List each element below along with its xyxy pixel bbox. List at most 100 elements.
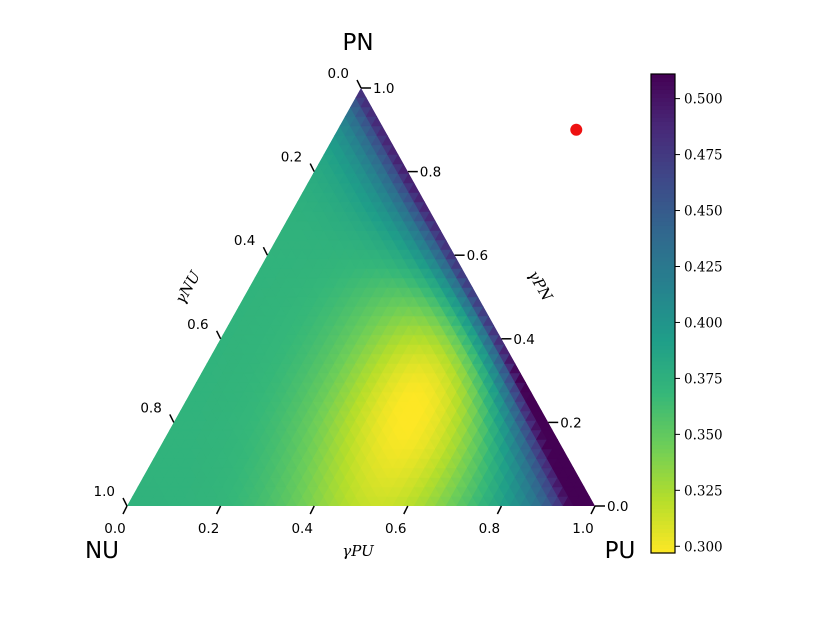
colorbar-segment [651,445,675,450]
colorbar-segment [651,193,675,199]
colorbar-segment [651,281,675,287]
colorbar-tick-label: 0.475 [684,148,723,164]
colorbar-segment [651,213,675,219]
colorbar-segment [651,257,675,263]
tick-label-bottom: 0.2 [198,521,219,537]
corner-label-top: PN [342,30,373,56]
colorbar-tick-label: 0.325 [684,483,723,499]
tick-bottom [590,505,596,515]
colorbar-segment [651,305,675,311]
axis-ticks: 0.0 0.2 0.4 0.6 0.8 1.0 0.0 0.2 0.4 0.6 0.8 1.0 0.0 0… [94,66,629,537]
colorbar-segment [651,401,675,406]
heatmap-cell [376,125,389,136]
tick-label-right: 0.0 [607,499,628,515]
colorbar-segment [651,337,675,343]
heatmap-cell [381,134,394,146]
colorbar-segment [651,225,675,231]
heatmap-cell [371,115,383,127]
colorbar-segment [651,381,675,386]
tick-label-left: 0.6 [187,317,208,333]
colorbar-tick-label: 0.300 [684,539,723,555]
axis-label-left: γNU [171,267,205,307]
colorbar-segment [651,137,675,143]
colorbar-tick-label: 0.375 [684,371,723,387]
colorbar-segment [651,89,675,95]
colorbar-segment [651,413,675,418]
colorbar-segment [651,309,675,315]
axis-label-bottom: γPU [342,542,375,560]
colorbar-segment [651,509,675,514]
colorbar-segment [651,109,675,115]
colorbar-segment [651,197,675,203]
colorbar-segment [651,341,675,347]
colorbar-segment [651,133,675,139]
colorbar-segment [651,345,675,351]
colorbar-segment [651,349,675,355]
colorbar-segment [651,505,675,510]
colorbar-segment [651,409,675,414]
colorbar-segment [651,393,675,398]
colorbar-segment [651,221,675,227]
colorbar-segment [651,74,675,79]
colorbar-segment [651,93,675,99]
colorbar-segment [651,481,675,486]
heatmap-cell [466,286,479,298]
colorbar-segment [651,485,675,490]
colorbar-segment [651,185,675,191]
colorbar-segment [651,157,675,163]
optimum-marker [570,123,583,136]
tick-label-left: 0.8 [140,400,161,416]
colorbar-segment [651,229,675,235]
tick-label-right: 0.2 [560,415,581,431]
colorbar-segment [651,373,675,378]
tick-left [122,497,128,507]
colorbar-segment [651,477,675,482]
colorbar-segment [651,521,675,526]
colorbar-segment [651,169,675,175]
colorbar-segment [651,533,675,538]
colorbar-tick-label: 0.450 [684,204,723,220]
colorbar-segment [651,421,675,426]
colorbar-segment [651,205,675,211]
colorbar-segment [651,121,675,127]
colorbar-segment [651,525,675,530]
colorbar-tick-label: 0.425 [684,259,723,275]
colorbar-segment [651,301,675,307]
colorbar-segment [651,361,675,366]
colorbar-segment [651,153,675,159]
colorbar-segment [651,233,675,239]
colorbar-segment [651,389,675,394]
colorbar-segment [651,433,675,438]
colorbar-segment [651,549,675,554]
tick-bottom [122,505,128,515]
heatmap-cell [525,391,538,402]
heatmap-cell [434,229,447,241]
tick-label-bottom: 0.0 [104,521,125,537]
heatmap-cell [578,486,591,497]
tick-label-right: 0.6 [467,248,488,264]
colorbar-segment [651,369,675,374]
colorbar-segment [651,201,675,207]
colorbar-segment [651,321,675,327]
colorbar-segment [651,113,675,119]
heatmap-cell [488,324,500,336]
tick-left [262,246,269,256]
heatmap-cell [583,495,595,506]
colorbar-segment [651,81,675,87]
colorbar-segment [651,461,675,466]
tick-left [356,79,362,89]
tick-label-right: 1.0 [373,81,394,97]
colorbar-segment [651,429,675,434]
colorbar-segment [651,333,675,339]
colorbar-segment [651,269,675,275]
colorbar-segment [651,117,675,123]
colorbar-tick-label: 0.400 [684,315,723,331]
heatmap-cell [461,277,474,288]
heatmap-cell [551,438,564,450]
colorbar-tick-label: 0.350 [684,427,723,443]
tick-label-bottom: 0.8 [479,521,500,537]
colorbar-segment [651,537,675,542]
colorbar-tick-label: 0.500 [684,92,723,108]
heatmap-cell [557,448,569,459]
